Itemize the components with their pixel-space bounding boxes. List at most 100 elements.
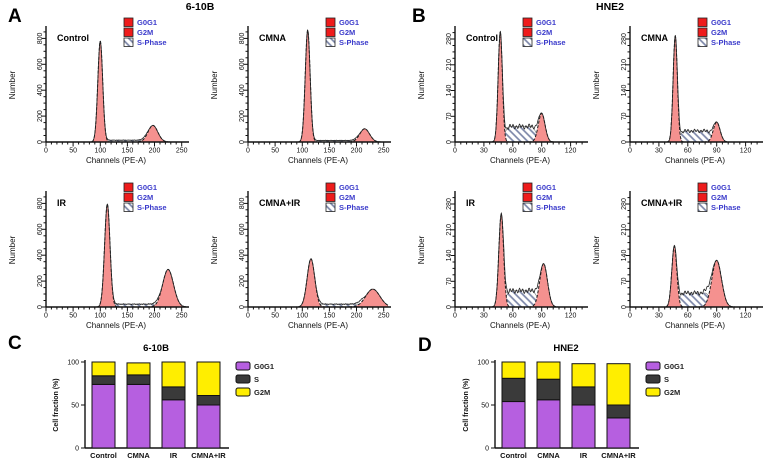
svg-text:G2M: G2M	[536, 28, 552, 37]
svg-text:120: 120	[565, 148, 577, 155]
svg-text:90: 90	[713, 148, 721, 155]
flow-plot-6-10b-cmna-ir: 0 50 100 150 200 250 0 200 400 600 800 Number Channe…	[208, 181, 400, 338]
svg-text:210: 210	[621, 59, 628, 71]
svg-text:600: 600	[239, 58, 246, 70]
svg-text:250: 250	[176, 148, 188, 155]
svg-text:Control: Control	[500, 451, 527, 460]
axes: 0 30 60 90 120 0 70 140 210 280	[621, 191, 763, 320]
svg-text:30: 30	[655, 313, 663, 320]
svg-text:0: 0	[75, 446, 79, 453]
flow-svg: 0 50 100 150 200 250 0 200 400 600 800 Number Channe…	[210, 17, 391, 165]
svg-text:0: 0	[446, 305, 453, 309]
axes: 0 50 100 150 200 250 0 200 400 600 800	[37, 26, 189, 155]
x-axis-label: Channels (PE-A)	[86, 156, 146, 165]
g0g1-peak	[46, 40, 186, 143]
svg-text:G0G1: G0G1	[664, 362, 684, 371]
bar-y-axis-label: Cell fraction (%)	[463, 378, 470, 431]
svg-text:CMNA+IR: CMNA+IR	[601, 451, 636, 460]
svg-text:G0G1: G0G1	[254, 362, 274, 371]
condition-label: CMNA	[641, 33, 668, 43]
svg-text:200: 200	[149, 148, 161, 155]
raw-trace	[46, 40, 186, 143]
svg-text:60: 60	[509, 148, 517, 155]
svg-text:200: 200	[37, 110, 44, 122]
svg-text:G2M: G2M	[137, 28, 153, 37]
panel-letter-d: D	[418, 335, 432, 356]
stacked-bar-cmna	[126, 362, 151, 449]
svg-text:280: 280	[446, 198, 453, 210]
svg-text:50: 50	[69, 313, 77, 320]
svg-text:30: 30	[480, 148, 488, 155]
stacked-bar-ir	[571, 363, 596, 449]
svg-text:S-Phase: S-Phase	[536, 203, 566, 212]
svg-text:G0G1: G0G1	[339, 183, 359, 192]
flow-plot-hne2-ir: 0 30 60 90 120 0 70 140 210 280 Number Channels (PE…	[415, 181, 607, 338]
svg-text:100: 100	[94, 148, 106, 155]
svg-text:200: 200	[239, 275, 246, 287]
s-phase-region	[630, 292, 760, 308]
svg-text:0: 0	[246, 313, 250, 320]
bar-legend: G0G1 S G2M	[645, 361, 684, 397]
bar-y-axis-label: Cell fraction (%)	[53, 378, 60, 431]
svg-text:S: S	[254, 375, 259, 384]
svg-text:50: 50	[481, 403, 489, 410]
svg-text:60: 60	[509, 313, 517, 320]
svg-text:S-Phase: S-Phase	[339, 38, 369, 47]
svg-text:0: 0	[37, 305, 44, 309]
svg-text:210: 210	[446, 224, 453, 236]
svg-text:140: 140	[621, 85, 628, 97]
svg-text:S-Phase: S-Phase	[711, 38, 741, 47]
svg-text:0: 0	[37, 140, 44, 144]
svg-text:Control: Control	[90, 451, 117, 460]
svg-text:0: 0	[453, 313, 457, 320]
bar-title: HNE2	[553, 343, 578, 354]
svg-text:140: 140	[621, 250, 628, 262]
stacked-bar-ir	[161, 361, 186, 449]
svg-text:0: 0	[485, 446, 489, 453]
y-axis-label: Number	[592, 235, 601, 264]
svg-text:100: 100	[477, 360, 489, 367]
svg-text:150: 150	[122, 148, 134, 155]
condition-label: Control	[466, 33, 498, 43]
y-axis-label: Number	[417, 235, 426, 264]
bar-chart-hne2: HNE2 Cell fraction (%) 0 50 100 Control CMNA IR…	[453, 342, 753, 464]
svg-text:120: 120	[740, 148, 752, 155]
flow-svg: 0 50 100 150 200 250 0 200 400 600 800 Number Channe…	[8, 182, 189, 330]
svg-text:120: 120	[740, 313, 752, 320]
axes: 0 50 100 150 200 250 0 200 400 600 800	[37, 191, 189, 320]
svg-text:60: 60	[684, 313, 692, 320]
svg-text:140: 140	[446, 250, 453, 262]
g2m-peak	[46, 124, 186, 143]
svg-text:0: 0	[446, 140, 453, 144]
y-axis-label: Number	[8, 235, 17, 264]
svg-text:70: 70	[621, 112, 628, 120]
svg-text:G0G1: G0G1	[137, 18, 157, 27]
y-axis-label: Number	[417, 70, 426, 99]
svg-text:IR: IR	[170, 451, 178, 460]
x-axis-label: Channels (PE-A)	[288, 321, 348, 330]
svg-text:0: 0	[621, 140, 628, 144]
svg-text:30: 30	[655, 148, 663, 155]
svg-text:S-Phase: S-Phase	[711, 203, 741, 212]
svg-text:100: 100	[296, 148, 308, 155]
svg-text:CMNA: CMNA	[127, 451, 150, 460]
svg-text:IR: IR	[580, 451, 588, 460]
svg-text:280: 280	[621, 33, 628, 45]
y-axis-label: Number	[592, 70, 601, 99]
flow-svg: 0 50 100 150 200 250 0 200 400 600 800 Number Channe…	[8, 17, 189, 165]
raw-trace	[630, 34, 760, 143]
x-axis-label: Channels (PE-A)	[665, 156, 725, 165]
x-axis-label: Channels (PE-A)	[288, 156, 348, 165]
flow-plot-hne2-cmna-ir: 0 30 60 90 120 0 70 140 210 280 Number Channels (PE…	[590, 181, 774, 338]
stacked-bar-cmna	[536, 361, 561, 449]
svg-text:G0G1: G0G1	[137, 183, 157, 192]
svg-text:70: 70	[621, 277, 628, 285]
condition-label: IR	[466, 198, 476, 208]
flow-plot-6-10b-control: 0 50 100 150 200 250 0 200 400 600 800 Number Channe…	[6, 16, 198, 173]
svg-text:G2M: G2M	[339, 193, 355, 202]
svg-text:100: 100	[296, 313, 308, 320]
